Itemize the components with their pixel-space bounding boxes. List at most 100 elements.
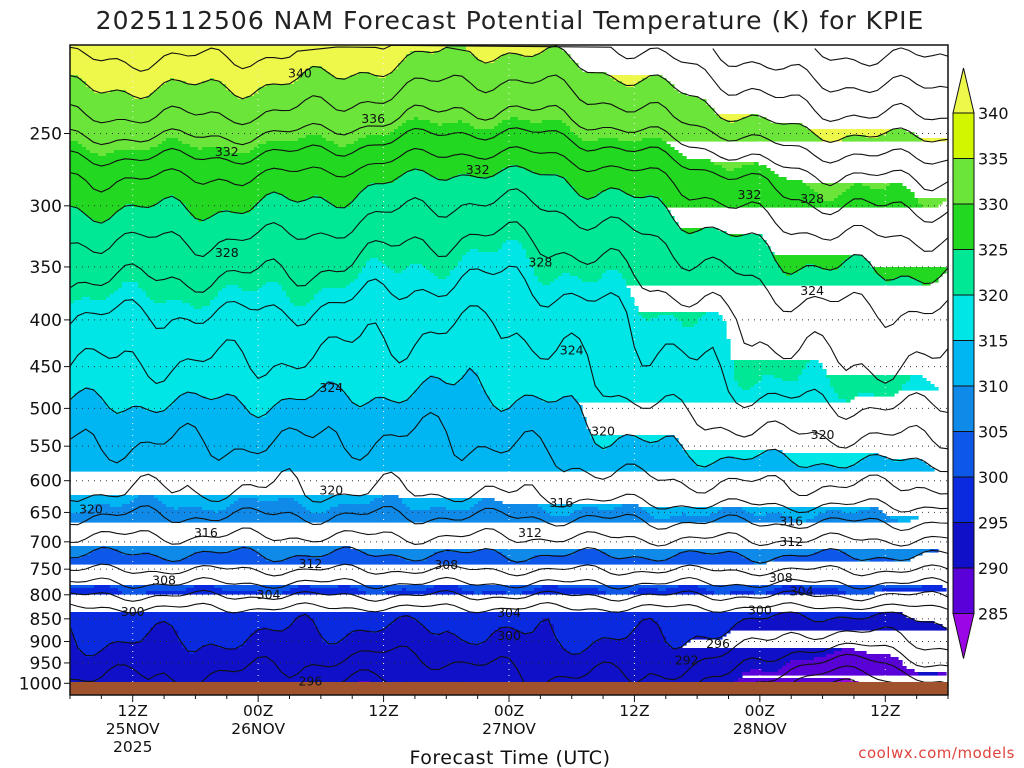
filled-band-cell	[346, 393, 415, 397]
contour-line	[712, 48, 948, 94]
filled-band-cell	[358, 273, 435, 277]
filled-band-cell	[246, 408, 271, 412]
filled-band-cell	[314, 621, 395, 625]
filled-band-cell	[430, 174, 459, 178]
filled-band-cell	[438, 123, 443, 127]
filled-band-cell	[214, 297, 291, 301]
filled-band-cell	[638, 312, 707, 316]
filled-band-cell	[118, 210, 191, 214]
filled-band-cell	[118, 588, 187, 592]
filled-band-cell	[142, 288, 223, 292]
filled-band-cell	[462, 588, 535, 592]
filled-band-cell	[758, 381, 831, 385]
filled-band-cell	[474, 369, 735, 373]
filled-band-cell	[606, 552, 679, 556]
filled-band-cell	[294, 555, 311, 559]
filled-band-cell	[834, 387, 903, 391]
filled-band-cell	[778, 612, 799, 616]
filled-band-cell	[202, 507, 227, 511]
filled-band-cell	[810, 360, 819, 364]
filled-band-cell	[266, 627, 287, 631]
filled-band-cell	[70, 285, 123, 289]
filled-band-cell	[178, 396, 207, 400]
filled-band-cell	[518, 165, 723, 169]
filled-band-cell	[98, 153, 107, 157]
filled-band-cell	[646, 510, 719, 514]
filled-band-cell	[70, 324, 683, 328]
filled-band-cell	[842, 510, 859, 514]
filled-band-cell	[830, 384, 903, 388]
contour-label: 332	[737, 187, 761, 202]
filled-band-cell	[102, 396, 179, 400]
filled-band-cell	[482, 387, 743, 391]
filled-band-cell	[474, 126, 495, 130]
filled-band-cell	[170, 624, 291, 628]
filled-band-cell	[478, 249, 499, 253]
filled-band-cell	[146, 636, 179, 640]
filled-band-cell	[830, 381, 907, 385]
filled-band-cell	[522, 396, 539, 400]
filled-band-cell	[402, 498, 483, 502]
filled-band-cell	[346, 285, 627, 289]
filled-band-cell	[838, 393, 859, 397]
filled-band-cell	[150, 93, 235, 97]
filled-band-cell	[254, 549, 335, 553]
filled-band-cell	[70, 264, 367, 268]
filled-band-cell	[162, 198, 179, 202]
filled-band-cell	[714, 162, 755, 166]
filled-band-cell	[790, 273, 879, 277]
contour-label: 300	[121, 604, 145, 619]
filled-band-cell	[526, 249, 771, 253]
filled-band-cell	[326, 69, 395, 73]
filled-band-cell	[426, 171, 499, 175]
filled-band-cell	[462, 639, 487, 643]
contour-label: 308	[152, 573, 176, 588]
filled-band-cell	[722, 117, 743, 121]
filled-band-cell	[458, 120, 463, 124]
filled-band-cell	[858, 510, 883, 514]
filled-band-cell	[442, 378, 463, 382]
filled-band-cell	[174, 78, 211, 82]
filled-band-cell	[370, 399, 391, 403]
filled-band-cell	[70, 441, 595, 445]
colorbar: 340 335 330 325 320 315 310 305 300 295 290 285	[952, 67, 1009, 659]
filled-band-cell	[662, 630, 731, 634]
filled-band-cell	[550, 621, 639, 625]
filled-band-cell	[674, 555, 743, 559]
filled-band-cell	[646, 195, 655, 199]
filled-band-cell	[82, 144, 159, 148]
filled-band-cell	[542, 282, 551, 286]
filled-band-cell	[242, 402, 279, 406]
filled-band-cell	[818, 195, 839, 199]
filled-band-cell	[498, 57, 571, 61]
filled-band-cell	[490, 636, 555, 640]
filled-band-cell	[122, 285, 139, 289]
filled-band-cell	[630, 591, 715, 595]
filled-band-cell	[554, 636, 627, 640]
filled-band-cell	[598, 279, 627, 283]
filled-band-cell	[562, 396, 575, 400]
y-tick-label: 650	[30, 503, 62, 523]
filled-band-cell	[70, 120, 407, 124]
filled-band-cell	[606, 447, 683, 451]
colorbar-swatch	[952, 249, 975, 296]
filled-band-cell	[322, 384, 339, 388]
filled-band-cell	[558, 399, 579, 403]
filled-band-cell	[226, 285, 239, 289]
colorbar-tick-label: 320	[978, 286, 1009, 305]
filled-band-cell	[286, 291, 319, 295]
filled-band-cell	[826, 375, 911, 379]
filled-band-cell	[166, 138, 179, 142]
filled-band-cell	[78, 141, 163, 145]
filled-band-cell	[294, 621, 315, 625]
filled-band-cell	[494, 174, 559, 178]
filled-band-cell	[726, 168, 735, 172]
filled-band-cell	[506, 555, 535, 559]
y-tick-label: 900	[30, 632, 62, 652]
filled-band-cell	[846, 189, 911, 193]
filled-band-cell	[310, 615, 403, 619]
filled-band-cell	[810, 618, 831, 622]
filled-band-cell	[814, 552, 847, 556]
contour-label: 320	[811, 427, 835, 442]
colorbar-tick-label: 315	[978, 332, 1009, 351]
